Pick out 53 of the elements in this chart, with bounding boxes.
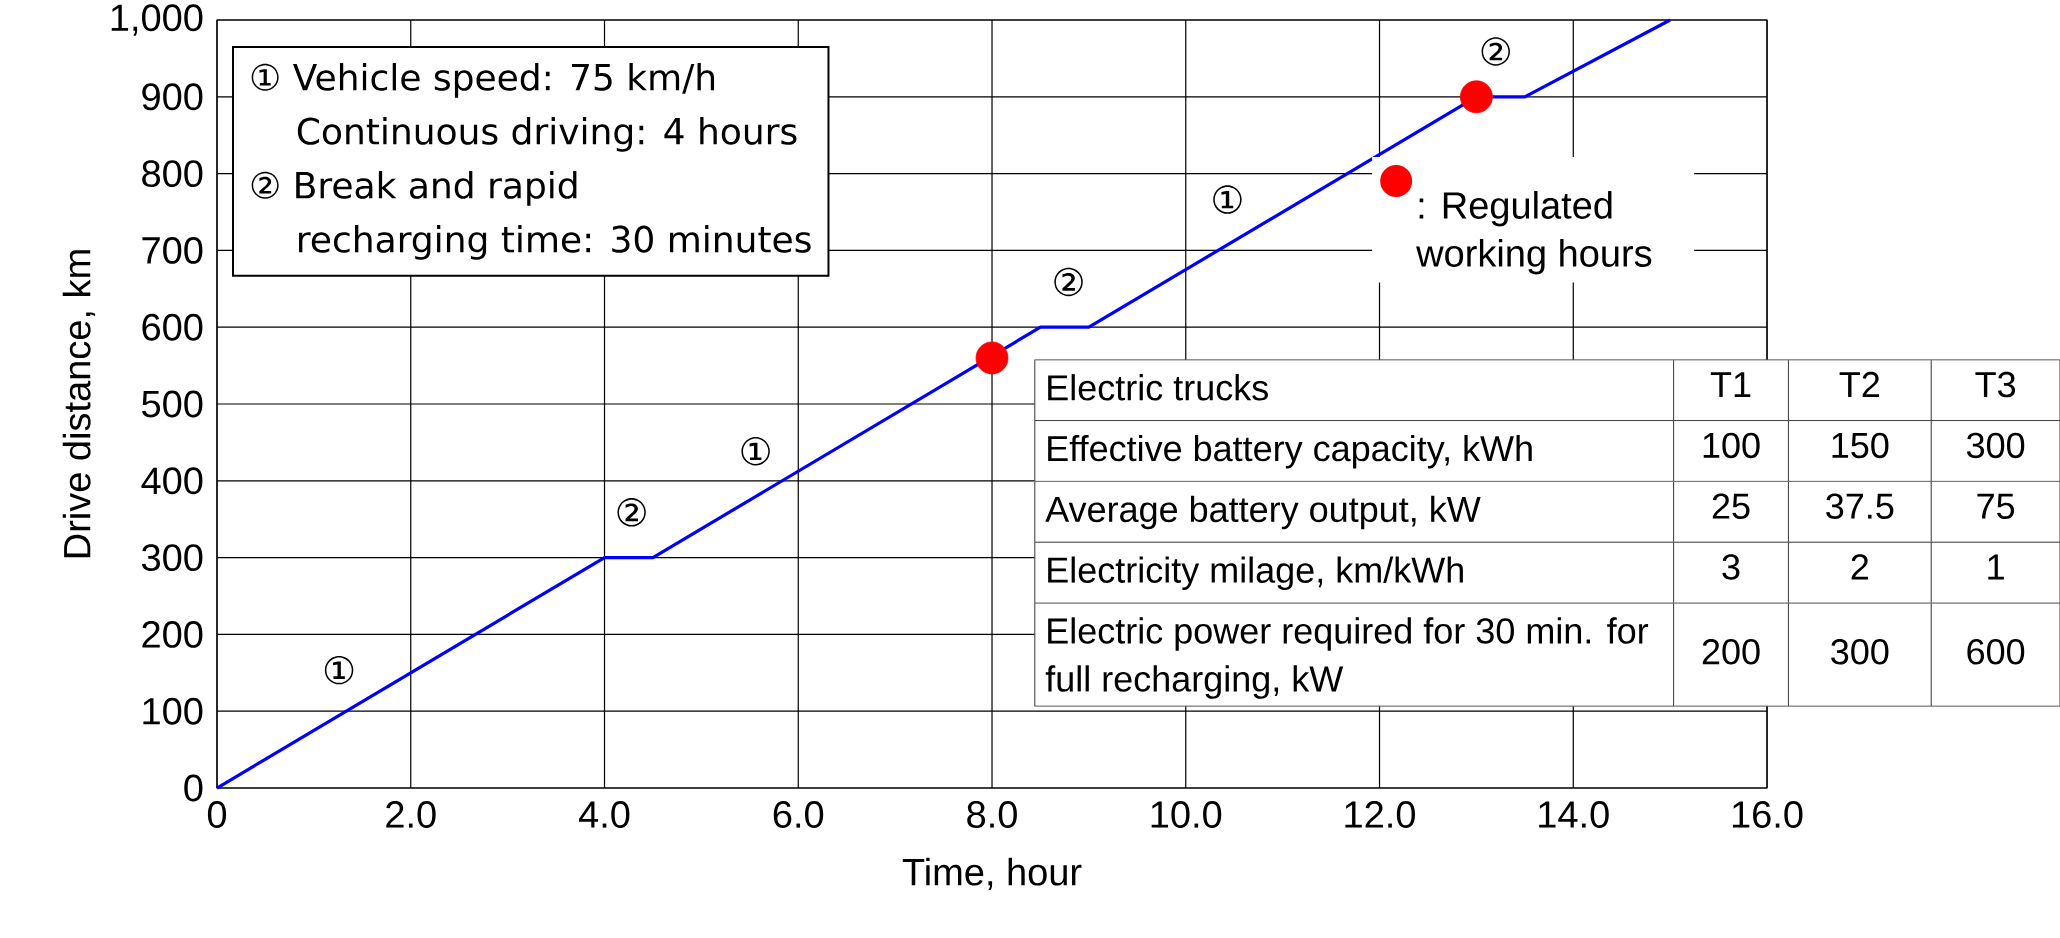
annotation: ② Break and rapid xyxy=(251,170,577,206)
annotation: Electricity milage, km/kWh xyxy=(1048,556,1463,591)
y-tick-label: 400 xyxy=(141,467,203,495)
annotation: 3 xyxy=(1722,554,1740,580)
annotation: Average battery output, kW xyxy=(1045,495,1481,530)
y-tick-label: 800 xyxy=(142,160,203,188)
text: 1 xyxy=(1988,554,2004,580)
x-tick-label: 12.0 xyxy=(1345,801,1415,828)
text: T2 xyxy=(1839,371,1880,397)
x-tick-label: 0 xyxy=(207,801,227,828)
y-tick-label: 600 xyxy=(142,313,203,341)
y-axis-title: Drive distance, km xyxy=(62,250,96,558)
annotation: 200 xyxy=(1702,639,1760,665)
legend-label: : Regulated working hours xyxy=(1416,190,1652,275)
y-tick-label: 200 xyxy=(142,620,203,648)
x-tick-label: 2.0 xyxy=(386,801,436,828)
annotation: ① xyxy=(324,655,354,685)
text: 75 xyxy=(1977,493,2015,519)
y-tick-label: 300 xyxy=(141,544,203,572)
annotation: ① xyxy=(1213,185,1242,214)
text: 150 xyxy=(1832,432,1889,459)
annotation: ② xyxy=(1481,37,1510,66)
annotation: 25 xyxy=(1712,493,1750,519)
annotation: ② xyxy=(617,498,646,527)
y-tick-label: 0 xyxy=(184,774,203,802)
text: 600 xyxy=(1967,639,2025,665)
y-tick-label: 500 xyxy=(142,390,203,418)
y-tick-label: 900 xyxy=(142,83,203,111)
x-tick-label: 6.0 xyxy=(773,801,824,828)
x-tick-label: 8.0 xyxy=(967,801,1017,828)
y-tick-label: 1,000 xyxy=(111,4,203,36)
x-tick-label: 14.0 xyxy=(1539,801,1609,828)
text: 2 xyxy=(1851,554,1869,580)
annotation: T1 xyxy=(1710,372,1751,397)
x-tick-label: 16.0 xyxy=(1732,801,1803,828)
annotation: ② xyxy=(1054,267,1083,297)
annotation: Effective battery capacity, kWh xyxy=(1048,434,1532,469)
annotation: Continuous driving: 4 hours xyxy=(297,116,797,152)
text: 37.5 xyxy=(1826,493,1894,519)
annotation: ① Vehicle speed: 75 km/h xyxy=(251,62,715,98)
y-tick-label: 100 xyxy=(143,697,203,725)
y-tick-label: 700 xyxy=(142,236,203,264)
annotation: recharging time: 30 minutes xyxy=(299,224,811,260)
annotation: ① xyxy=(741,437,770,466)
x-tick-label: 4.0 xyxy=(578,801,630,828)
text: 300 xyxy=(1831,639,1889,665)
x-tick-label: 10.0 xyxy=(1151,801,1222,828)
x-axis-title: Time, hour xyxy=(902,857,1082,891)
text: T3 xyxy=(1975,371,2016,398)
annotation: Electric trucks xyxy=(1048,374,1268,401)
annotation: 100 xyxy=(1703,432,1760,459)
annotation: Electric power required for 30 min. for full recharging, kW xyxy=(1045,617,1649,699)
text: 300 xyxy=(1966,432,2025,459)
